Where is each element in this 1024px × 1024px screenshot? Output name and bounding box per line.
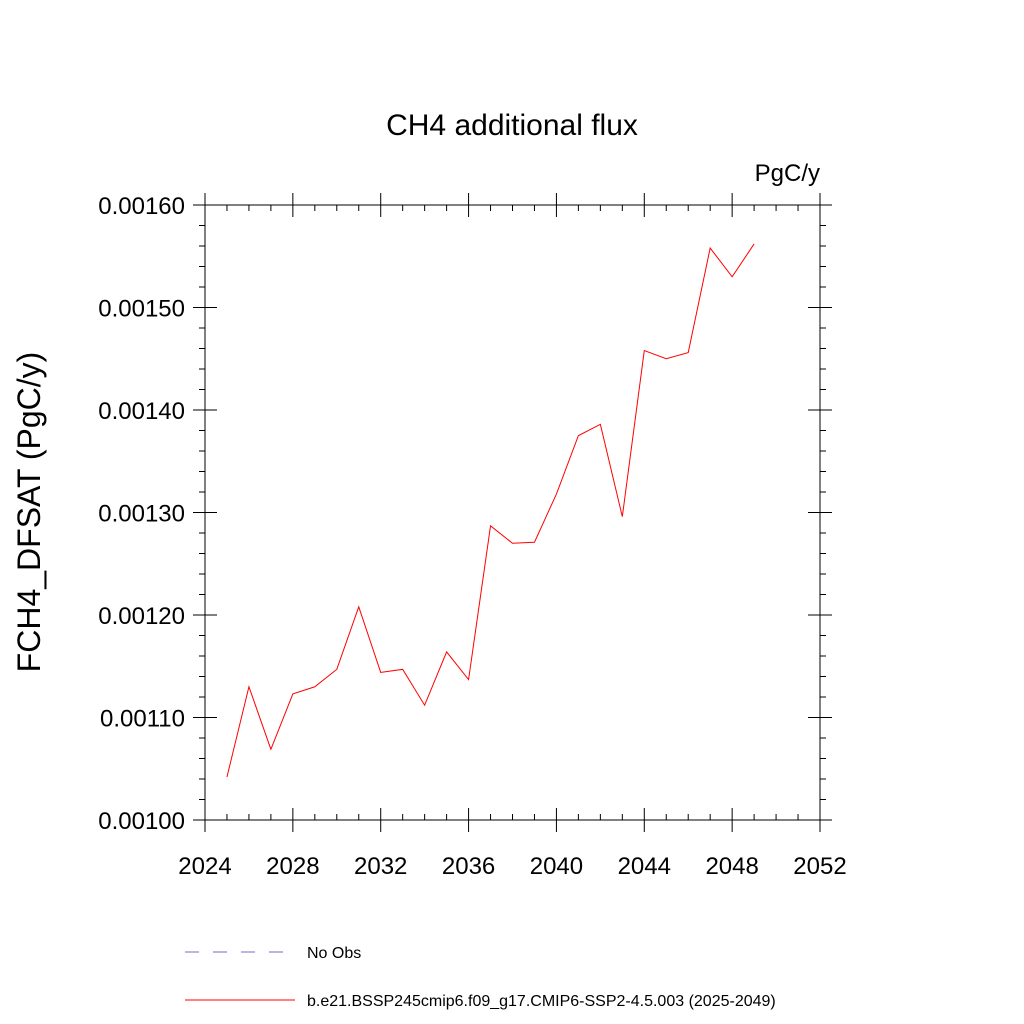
plot-frame [204, 204, 821, 821]
x-tick-label: 2052 [793, 853, 846, 880]
x-tick-label: 2040 [530, 853, 583, 880]
y-tick-label: 0.00100 [98, 808, 185, 835]
x-tick-label: 2048 [705, 853, 758, 880]
x-tick-label: 2044 [618, 853, 671, 880]
x-tick-label: 2028 [266, 853, 319, 880]
axis-ticks [193, 193, 832, 832]
x-tick-label: 2024 [178, 853, 231, 880]
x-tick-labels: 2024 2028 2032 2036 2040 2044 2048 2052 [178, 853, 846, 880]
x-tick-label: 2036 [442, 853, 495, 880]
y-tick-label: 0.00140 [98, 398, 185, 425]
chart-title: CH4 additional flux [386, 109, 638, 142]
legend-label-no-obs: No Obs [307, 945, 361, 962]
legend: No Obs b.e21.BSSP245cmip6.f09_g17.CMIP6-… [185, 945, 776, 1010]
legend-label-series: b.e21.BSSP245cmip6.f09_g17.CMIP6-SSP2-4.… [307, 993, 776, 1010]
y-tick-label: 0.00120 [98, 603, 185, 630]
x-tick-label: 2032 [354, 853, 407, 880]
y-axis-label: FCH4_DFSAT (PgC/y) [11, 352, 47, 673]
units-label: PgC/y [755, 160, 820, 187]
y-tick-label: 0.00150 [98, 296, 185, 323]
y-tick-label: 0.00110 [100, 706, 185, 733]
y-tick-labels: 0.00100 0.00110 0.00120 0.00130 0.00140 0.001… [98, 193, 185, 835]
series-lines [226, 243, 755, 778]
y-tick-label: 0.00130 [98, 501, 185, 528]
series-line [226, 243, 755, 778]
y-tick-label: 0.00160 [98, 193, 185, 220]
